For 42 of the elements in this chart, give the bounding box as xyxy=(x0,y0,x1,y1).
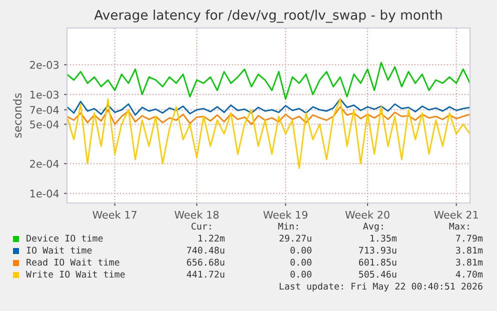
line-series xyxy=(67,106,470,125)
y-tick-label: 2e-03 xyxy=(30,60,59,69)
text: 656.68u xyxy=(186,258,224,266)
x-tick-label: Week 20 xyxy=(345,210,390,219)
line-series xyxy=(67,98,470,116)
text: Cur: xyxy=(192,222,211,230)
text: 29.27u xyxy=(280,234,312,242)
legend-label: Read IO Wait time xyxy=(26,258,120,266)
line-series xyxy=(67,98,470,169)
text: 0.00 xyxy=(290,270,312,278)
text: Avg: xyxy=(363,222,383,232)
legend-label: Device IO time xyxy=(26,234,103,242)
text: 0.00 xyxy=(290,258,312,266)
legend-label: IO Wait time xyxy=(26,246,92,254)
text: 4.70m xyxy=(456,270,483,278)
y-tick-label: 7e-04 xyxy=(30,106,59,114)
x-tick-label: Week 17 xyxy=(92,210,136,219)
text: 1.22m xyxy=(198,234,225,242)
x-tick-label: Week 18 xyxy=(174,210,219,219)
text: Max: xyxy=(449,222,469,230)
text: 601.85u xyxy=(358,258,396,266)
text: 740.48u xyxy=(186,246,224,254)
x-tick-label: Week 21 xyxy=(434,210,478,219)
y-axis-title: seconds xyxy=(13,93,22,138)
text: 3.81m xyxy=(456,246,483,254)
text: 1.35m xyxy=(370,234,397,242)
y-tick-label: 1e-04 xyxy=(30,190,59,198)
y-tick-label: 1e-03 xyxy=(30,90,59,99)
text: 0.00 xyxy=(290,246,312,254)
line-series xyxy=(67,62,470,100)
y-tick-label: 2e-04 xyxy=(30,160,59,168)
x-tick-label: Week 19 xyxy=(263,210,308,219)
text: Min: xyxy=(278,222,298,230)
text: 441.72u xyxy=(186,270,224,278)
chart-title: Average latency for /dev/vg_root/lv_swap - by month xyxy=(94,10,442,23)
text: 713.93u xyxy=(358,246,396,254)
text: 7.79m xyxy=(456,234,483,242)
text: 505.46u xyxy=(359,270,396,278)
y-tick-label: 5e-04 xyxy=(30,120,59,128)
legend-label: Write IO Wait time xyxy=(26,270,125,278)
text: Last update: Fri May 22 00:40:51 2026 xyxy=(280,282,482,292)
text: 3.81m xyxy=(456,258,483,266)
